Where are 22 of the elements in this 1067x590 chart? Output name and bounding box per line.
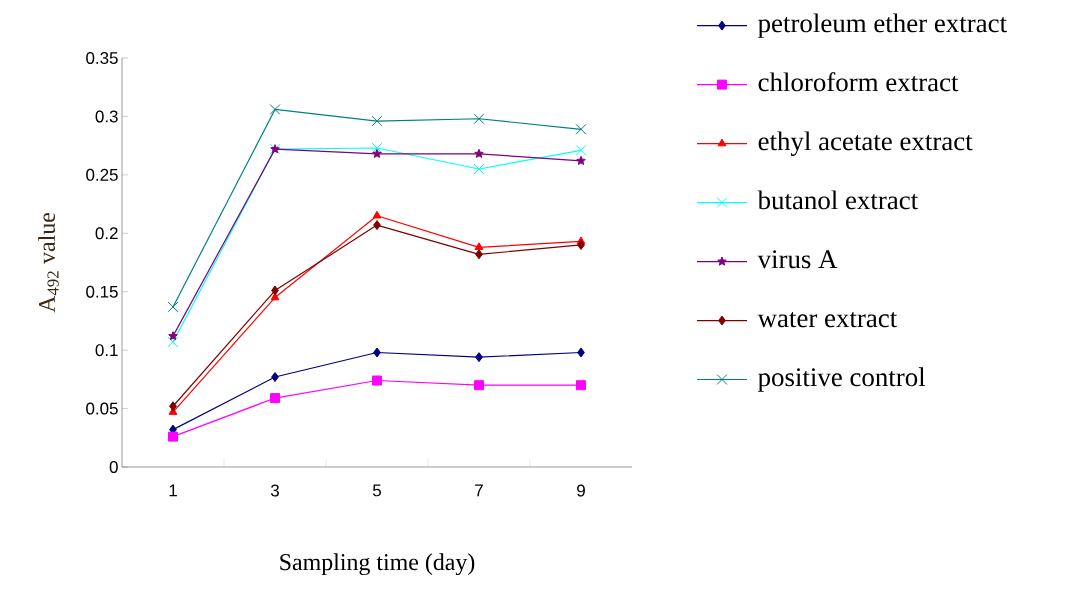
x-tick-label: 3 (270, 484, 279, 497)
legend-label: virus A (757, 250, 838, 269)
y-tick-label: 0.1 (95, 344, 118, 357)
legend-label: ethyl acetate extract (758, 131, 973, 156)
y-axis-title: A$_{492}$ value (38, 213, 59, 313)
x-tick-label: 7 (475, 484, 483, 497)
legend-label: water extract (757, 311, 898, 328)
legend-label: petroleum ether extract (758, 13, 1007, 38)
y-tick-label: 0 (109, 461, 118, 473)
y-tick-label: 0.2 (95, 227, 118, 240)
y-tick-label: 0.3 (95, 110, 118, 123)
x-axis-title: Sampling time (day) (280, 553, 475, 576)
y-tick-label: 0.15 (86, 285, 118, 298)
legend-label: chloroform extract (758, 72, 959, 92)
legend-label: positive control (758, 367, 926, 392)
y-tick-label: 0.05 (86, 402, 118, 415)
y-tick-label: 0.35 (86, 52, 118, 64)
y-tick-label: 0.25 (86, 168, 118, 181)
x-tick-label: 5 (372, 484, 381, 497)
x-tick-label: 1 (169, 484, 177, 497)
legend-label: butanol extract (757, 190, 919, 210)
x-tick-label: 9 (577, 484, 585, 497)
